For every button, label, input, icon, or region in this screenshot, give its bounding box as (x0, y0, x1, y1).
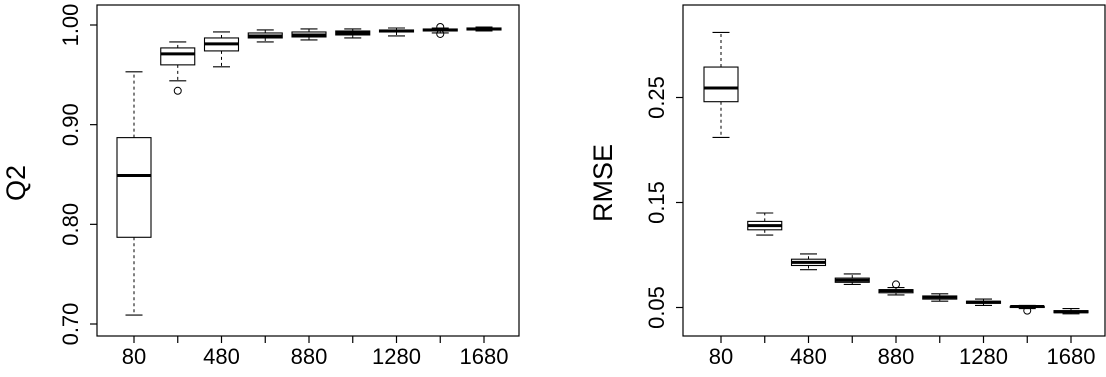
q2-x-tick-label: 1680 (460, 344, 509, 369)
outlier-point (173, 86, 182, 95)
q2-x-tick-label: 80 (122, 344, 146, 369)
iqr-box (703, 66, 739, 103)
rmse-box-80 (703, 31, 739, 138)
rmse-box-480 (790, 253, 827, 271)
q2-boxplot-panel: Q2 0.70 0.80 0.90 1.00 80 480 880 1280 1680 (1, 4, 520, 369)
rmse-box-280 (747, 212, 783, 236)
rmse-x-tick-label: 1280 (959, 344, 1008, 369)
q2-x-tick-label: 1280 (372, 344, 421, 369)
outlier-point (892, 280, 900, 289)
rmse-box-1680 (1053, 307, 1089, 315)
q2-box-680 (247, 29, 283, 43)
q2-box-880 (291, 28, 327, 41)
rmse-box-680 (834, 273, 870, 285)
q2-box-480 (203, 31, 240, 68)
rmse-y-axis-label: RMSE (588, 144, 618, 222)
rmse-box-1080 (922, 293, 958, 302)
rmse-box-1480 (1009, 304, 1045, 315)
rmse-x-tick-label: 1680 (1047, 344, 1096, 369)
q2-y-axis-label: Q2 (1, 165, 31, 201)
rmse-x-tick-label: 880 (878, 344, 915, 369)
iqr-box (116, 137, 152, 238)
q2-box-1480 (422, 22, 458, 38)
rmse-box-880 (878, 280, 914, 296)
rmse-boxplot-panel: RMSE 0.05 0.15 0.25 80 480 880 1280 1680 (588, 4, 1106, 369)
q2-box-1680 (466, 26, 502, 32)
outlier-point (436, 22, 445, 31)
q2-y-tick-label: 0.70 (58, 303, 83, 346)
q2-plot-frame (96, 4, 520, 337)
q2-box-1280 (378, 27, 415, 37)
q2-x-tick-label: 880 (291, 344, 328, 369)
q2-y-tick-label: 0.90 (58, 103, 83, 146)
rmse-box-1280 (965, 298, 1002, 306)
q2-y-tick-label: 0.80 (58, 203, 83, 246)
q2-x-tick-label: 480 (203, 344, 240, 369)
rmse-x-tick-label: 80 (709, 344, 733, 369)
q2-y-tick-label: 1.00 (58, 4, 83, 47)
q2-box-1080 (335, 28, 371, 39)
rmse-x-tick-label: 480 (790, 344, 827, 369)
rmse-y-tick-label: 0.25 (644, 76, 669, 119)
q2-box-80 (116, 71, 152, 316)
iqr-box (160, 47, 196, 66)
q2-box-280 (160, 41, 196, 95)
outlier-point (1023, 306, 1032, 315)
rmse-plot-frame (682, 4, 1106, 337)
rmse-y-tick-label: 0.05 (644, 286, 669, 329)
rmse-y-tick-label: 0.15 (644, 181, 669, 224)
